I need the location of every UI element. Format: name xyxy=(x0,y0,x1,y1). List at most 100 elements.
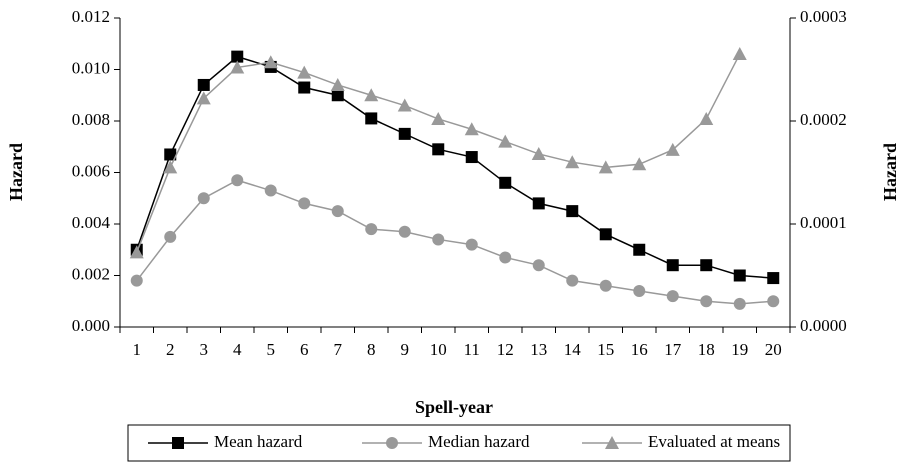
data-point xyxy=(197,192,210,205)
data-point xyxy=(598,160,613,174)
x-tick-label: 18 xyxy=(698,340,715,359)
x-tick-label: 9 xyxy=(401,340,410,359)
data-point xyxy=(197,78,210,91)
legend-label: Median hazard xyxy=(428,432,530,451)
x-tick-label: 2 xyxy=(166,340,175,359)
x-tick-label: 4 xyxy=(233,340,242,359)
data-point xyxy=(666,259,679,272)
data-point xyxy=(666,290,679,303)
x-tick-label: 12 xyxy=(497,340,514,359)
y-tick-label: 0.012 xyxy=(72,7,110,26)
data-point xyxy=(767,295,780,308)
x-tick-label: 8 xyxy=(367,340,376,359)
legend-label: Evaluated at means xyxy=(648,432,780,451)
data-point xyxy=(298,197,311,210)
series-line xyxy=(136,55,774,279)
y-tick-label: 0.000 xyxy=(72,316,110,335)
data-point xyxy=(331,205,344,218)
data-point xyxy=(566,274,579,287)
y-tick-label: 0.004 xyxy=(72,213,111,232)
data-point xyxy=(129,245,144,259)
x-tick-label: 6 xyxy=(300,340,309,359)
x-tick-label: 11 xyxy=(464,340,480,359)
data-point xyxy=(264,184,277,197)
data-point xyxy=(432,233,445,246)
x-tick-label: 20 xyxy=(765,340,782,359)
data-point xyxy=(633,284,646,297)
data-point xyxy=(699,111,714,125)
x-tick-label: 3 xyxy=(200,340,209,359)
data-point xyxy=(532,197,545,210)
legend-marker xyxy=(172,437,184,449)
x-tick-label: 15 xyxy=(597,340,614,359)
legend-marker xyxy=(386,437,398,449)
data-point xyxy=(331,89,344,102)
x-tick-label: 19 xyxy=(731,340,748,359)
data-point xyxy=(431,111,446,125)
data-point xyxy=(499,176,512,189)
data-point xyxy=(397,98,412,112)
data-point xyxy=(298,81,311,94)
y-axis-title: Hazard xyxy=(6,143,26,201)
data-point xyxy=(665,142,680,156)
x-tick-label: 5 xyxy=(267,340,276,359)
data-point xyxy=(632,157,647,171)
legend-label: Mean hazard xyxy=(214,432,303,451)
data-point xyxy=(465,151,478,164)
y2-tick-label: 0.0002 xyxy=(800,110,847,129)
data-point xyxy=(599,228,612,241)
series-line xyxy=(136,179,774,305)
data-point xyxy=(566,205,579,218)
legend-box xyxy=(127,424,791,462)
data-point xyxy=(464,122,479,136)
y2-tick-label: 0.0000 xyxy=(800,316,847,335)
data-point xyxy=(365,112,378,125)
data-point xyxy=(633,243,646,256)
data-point xyxy=(499,251,512,264)
y-tick-label: 0.010 xyxy=(72,58,110,77)
data-point xyxy=(700,295,713,308)
data-point xyxy=(164,148,177,161)
y2-axis-title: Hazard xyxy=(880,143,900,201)
data-point xyxy=(498,134,513,148)
x-axis-title: Spell-year xyxy=(415,397,493,417)
data-point xyxy=(565,155,580,169)
x-tick-label: 16 xyxy=(631,340,648,359)
data-point xyxy=(230,60,245,74)
legend-marker xyxy=(605,436,619,449)
x-tick-label: 7 xyxy=(334,340,343,359)
data-point xyxy=(231,50,244,63)
x-tick-label: 1 xyxy=(133,340,142,359)
data-point xyxy=(733,269,746,282)
data-point xyxy=(767,272,780,285)
y-tick-label: 0.006 xyxy=(72,161,110,180)
data-point xyxy=(164,230,177,243)
data-point xyxy=(465,238,478,251)
data-point xyxy=(330,77,345,91)
x-tick-label: 17 xyxy=(664,340,682,359)
data-point xyxy=(231,174,244,187)
data-point xyxy=(297,65,312,79)
data-point xyxy=(263,55,278,69)
x-tick-label: 13 xyxy=(530,340,547,359)
data-point xyxy=(532,259,545,272)
y2-tick-label: 0.0003 xyxy=(800,7,847,26)
data-point xyxy=(732,47,747,61)
data-point xyxy=(196,91,211,105)
data-point xyxy=(130,274,143,287)
y-tick-label: 0.008 xyxy=(72,110,110,129)
x-tick-label: 10 xyxy=(430,340,447,359)
data-point xyxy=(531,146,546,160)
data-point xyxy=(700,259,713,272)
data-point xyxy=(365,223,378,236)
data-point xyxy=(733,297,746,310)
x-tick-label: 14 xyxy=(564,340,582,359)
data-point xyxy=(432,143,445,156)
data-point xyxy=(398,127,411,140)
data-point xyxy=(398,225,411,238)
data-point xyxy=(599,279,612,292)
y-tick-label: 0.002 xyxy=(72,264,110,283)
data-point xyxy=(364,88,379,102)
data-point xyxy=(163,160,178,174)
